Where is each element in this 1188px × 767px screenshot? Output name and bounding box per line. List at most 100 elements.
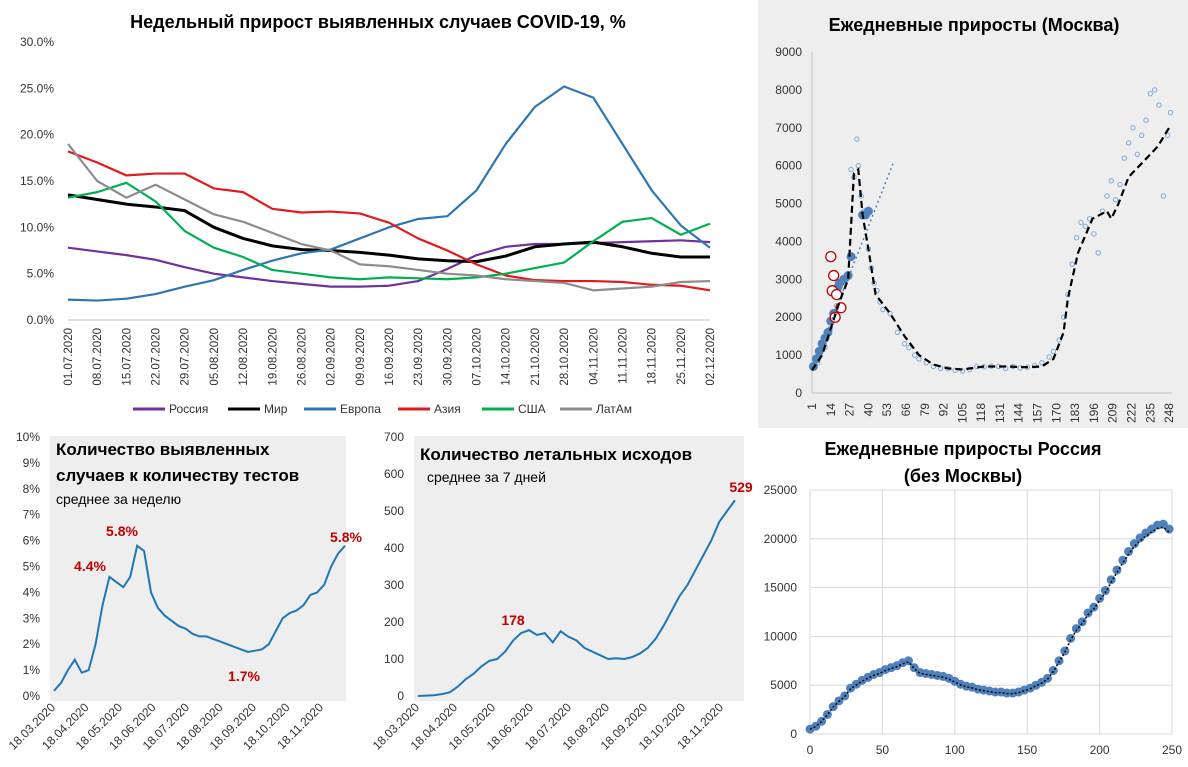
data-point: [1095, 250, 1101, 256]
x-tick-label: 27: [843, 403, 857, 417]
data-point-highlight: [825, 250, 837, 263]
panel-moscow-daily: Ежедневные приросты (Москва) 0 1000 2000 30…: [775, 15, 1176, 423]
data-label: 178: [501, 612, 525, 628]
data-label: 5.8%: [330, 529, 362, 545]
y-tick-label: 15000: [764, 581, 798, 595]
y-tick-label: 10%: [16, 430, 40, 444]
data-point: [1108, 178, 1114, 184]
x-tick-label: 23.09.2020: [413, 328, 425, 386]
panel-background: [758, 0, 1188, 428]
x-tick-label: 21.10.2020: [530, 328, 542, 386]
data-point: [1066, 633, 1076, 643]
y-tick-label: 0.0%: [27, 313, 55, 327]
y-tick-label: 20000: [764, 532, 798, 546]
chart-title: Ежедневные приросты (Москва): [829, 15, 1120, 35]
data-label: 5.8%: [106, 523, 138, 539]
y-tick-label: 5%: [23, 560, 41, 574]
x-tick-label: 16.09.2020: [384, 328, 396, 386]
legend-label: Азия: [434, 402, 461, 416]
y-tick-label: 10.0%: [20, 220, 54, 234]
y-tick-label: 0: [790, 727, 797, 741]
data-point: [1164, 132, 1171, 139]
y-tick-label: 4000: [775, 234, 802, 248]
x-tick-label: 30.09.2020: [442, 328, 454, 386]
data-point: [1121, 155, 1127, 161]
x-tick-label: 07.10.2020: [472, 328, 484, 386]
x-tick-label: 118: [974, 403, 988, 422]
x-tick-label: 19.08.2020: [267, 328, 279, 386]
data-point: [854, 136, 860, 142]
y-tick-label: 6%: [23, 534, 41, 548]
data-point: [855, 162, 861, 169]
y-tick-label: 10000: [764, 629, 798, 643]
x-tick-label: 14: [824, 403, 838, 417]
x-tick-label: 209: [1106, 403, 1120, 423]
y-tick-label: 9%: [23, 456, 41, 470]
data-point: [1118, 555, 1128, 565]
x-tick-label: 196: [1087, 403, 1101, 423]
data-point: [1143, 117, 1149, 123]
data-point: [1078, 219, 1084, 226]
y-tick-label: 25000: [764, 483, 798, 497]
x-tick-label: 40: [861, 403, 875, 417]
x-tick-label: 29.07.2020: [180, 328, 192, 386]
y-tick-label: 7%: [23, 508, 41, 522]
panel-russia-daily: Ежедневные приросты Россия (без Москвы) …: [764, 439, 1183, 757]
y-tick-label: 2000: [775, 310, 802, 324]
x-tick-label: 08.07.2020: [92, 328, 104, 386]
data-point: [1091, 231, 1097, 237]
data-point: [1125, 140, 1132, 146]
y-tick-label: 0: [795, 386, 802, 400]
data-point: [901, 341, 908, 347]
x-tick-label: 222: [1125, 403, 1139, 423]
data-point: [1100, 586, 1110, 596]
y-tick-label: 4%: [23, 585, 41, 599]
legend-label: Россия: [169, 402, 208, 416]
y-tick-label: 200: [384, 615, 404, 629]
legend-label: Мир: [264, 402, 288, 416]
y-tick-label: 25.0%: [20, 81, 54, 95]
data-label: 4.4%: [74, 558, 106, 574]
x-tick-label: 22.07.2020: [151, 328, 163, 386]
y-tick-label: 3%: [23, 611, 41, 625]
series-line-europe: [67, 85, 711, 302]
y-tick-label: 5000: [770, 678, 797, 692]
data-point: [1129, 539, 1139, 549]
data-point: [1164, 524, 1174, 534]
y-tick-label: 3000: [775, 272, 802, 286]
data-point: [1073, 234, 1080, 241]
panel-background: [50, 436, 346, 701]
x-tick-label: 183: [1068, 403, 1082, 423]
y-tick-label: 30.0%: [20, 35, 54, 49]
legend-label: ЛатАм: [596, 402, 632, 416]
data-point: [1112, 565, 1122, 575]
y-tick-label: 600: [384, 467, 404, 481]
x-tick-label: 18.11.2020: [647, 328, 659, 385]
data-point: [880, 306, 886, 313]
x-tick-label: 157: [1031, 403, 1045, 423]
x-tick-label: 02.12.2020: [705, 328, 717, 386]
legend-label: США: [518, 402, 546, 416]
data-point: [1048, 666, 1058, 676]
series-line: [53, 544, 346, 692]
x-tick-label: 105: [955, 403, 969, 423]
data-point: [1104, 193, 1110, 199]
y-tick-label: 0: [397, 689, 404, 703]
y-tick-label: 20.0%: [20, 128, 54, 142]
x-tick-label: 14.10.2020: [501, 328, 513, 386]
chart-subtitle: среднее за неделю: [56, 491, 181, 507]
x-tick-label: 170: [1049, 403, 1063, 423]
x-tick-label: 02.09.2020: [326, 328, 338, 386]
y-tick-label: 7000: [775, 121, 802, 135]
data-point: [1077, 617, 1087, 627]
y-tick-label: 15.0%: [20, 174, 54, 188]
data-point: [1117, 181, 1123, 188]
x-tick-label: 11.11.2020: [617, 328, 629, 384]
trend-dotted-line: [811, 163, 894, 371]
data-point: [1083, 608, 1093, 618]
x-tick-label: 15.07.2020: [121, 328, 133, 386]
data-point: [1065, 291, 1071, 298]
data-point-large: [863, 206, 873, 216]
series-line-asia: [67, 150, 711, 292]
